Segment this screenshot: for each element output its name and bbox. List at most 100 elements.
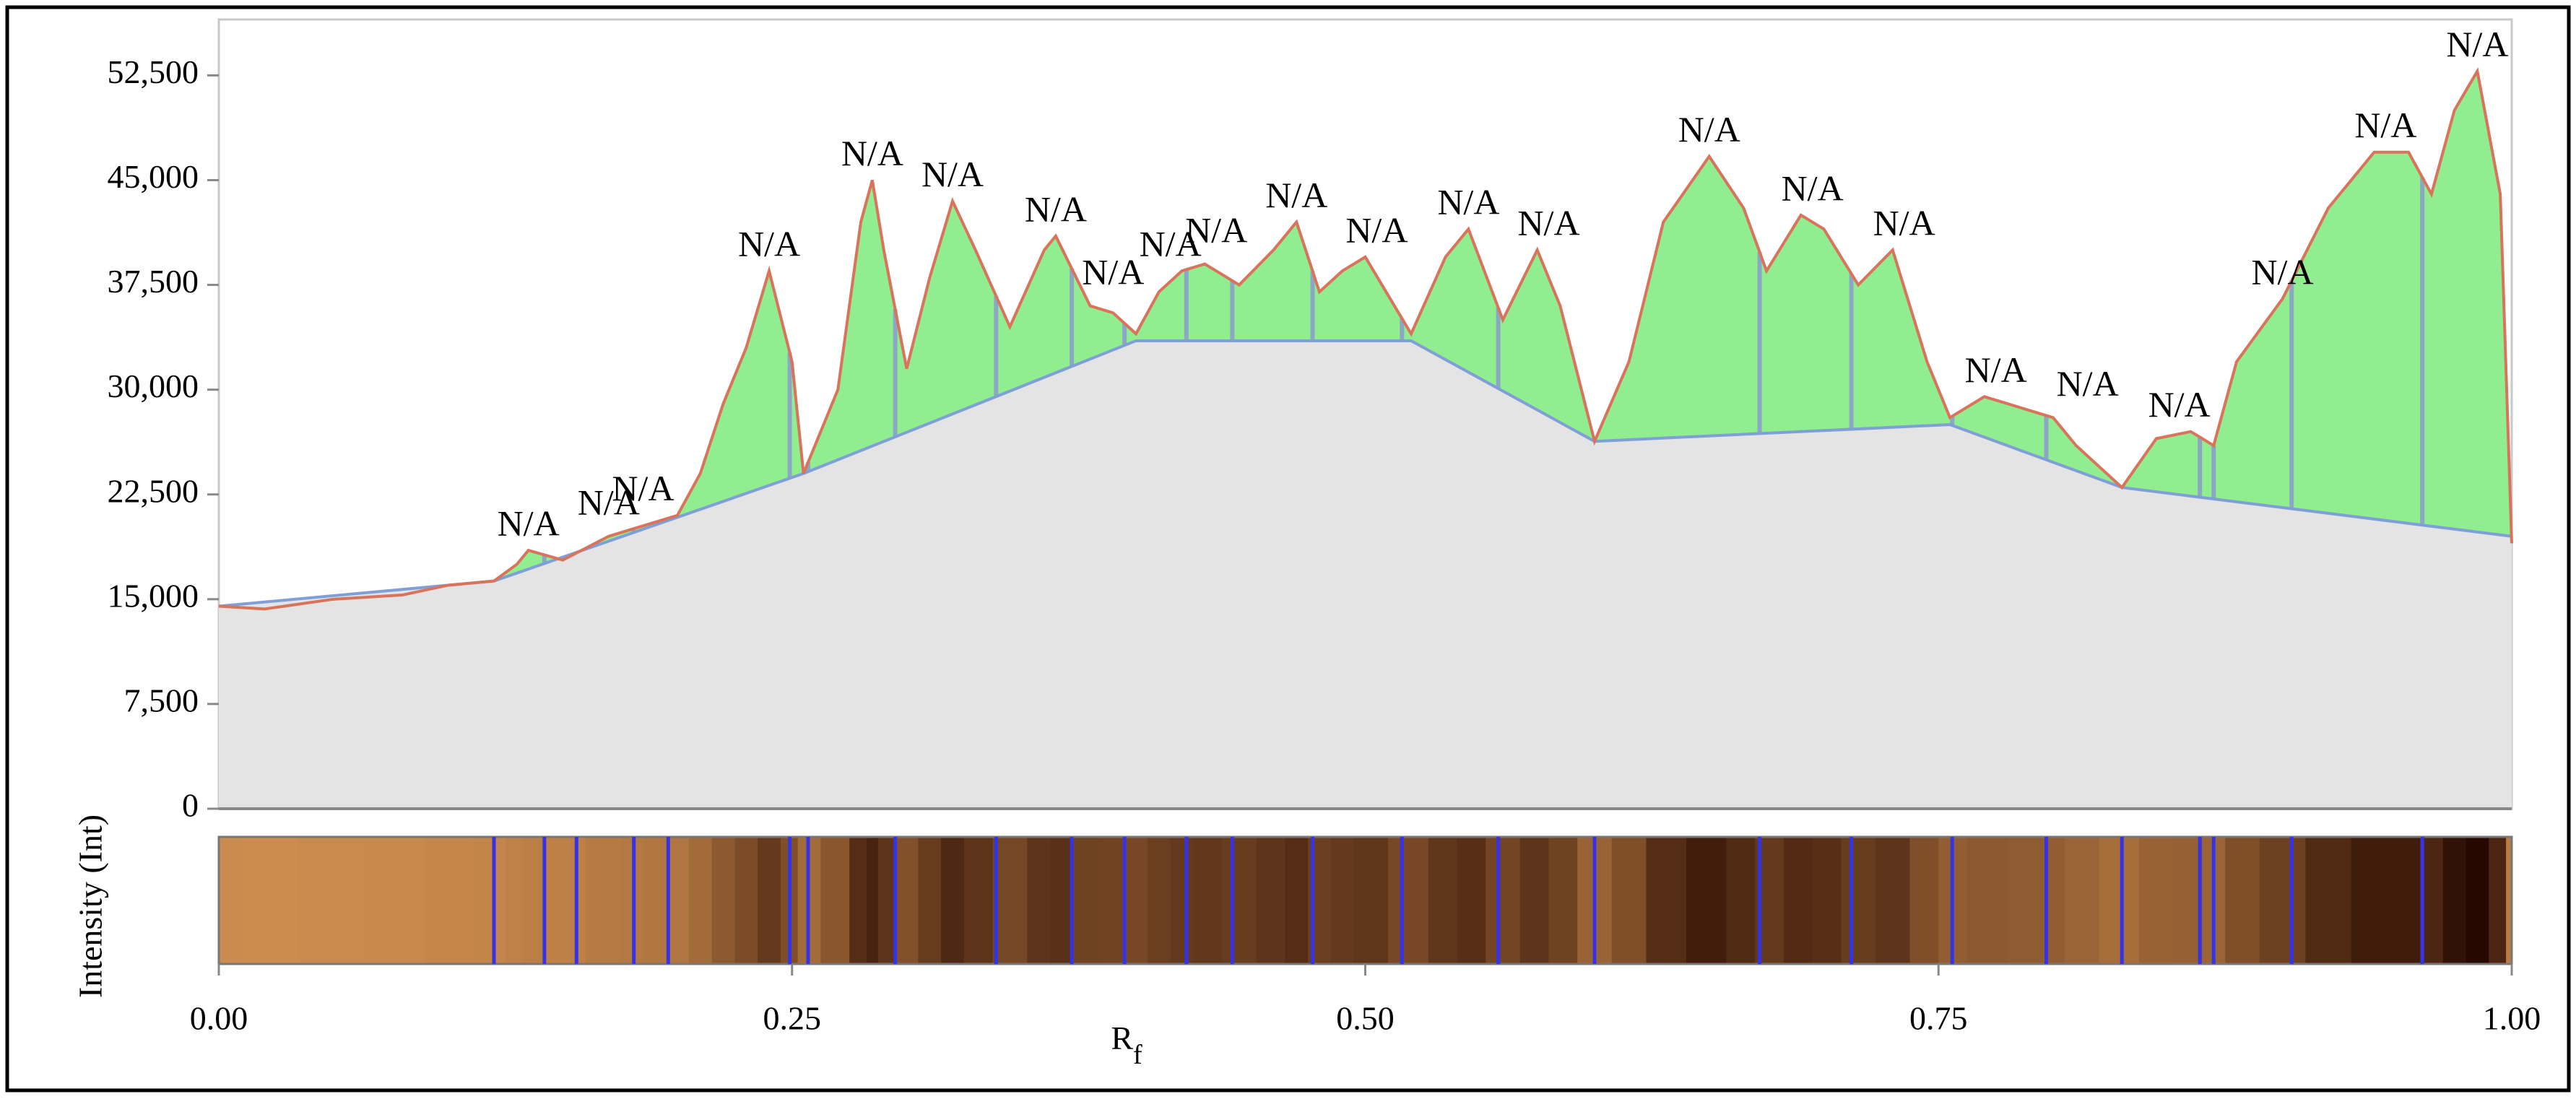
lane-band (1193, 837, 1223, 964)
lane-band (1875, 837, 1911, 964)
x-axis-label: Rf (1111, 1020, 1142, 1070)
peak-label: N/A (1265, 175, 1327, 215)
lane-band (545, 837, 586, 964)
y-tick-label: 15,000 (108, 577, 199, 614)
lane-band (1049, 837, 1074, 964)
lane-band (1486, 837, 1521, 964)
x-axis-label-main: R (1111, 1020, 1133, 1056)
lane-band (1101, 837, 1125, 964)
y-tick-label: 22,500 (108, 472, 199, 509)
y-tick-label: 52,500 (108, 53, 199, 90)
peak-label: N/A (2148, 384, 2211, 425)
y-tick-label: 0 (182, 787, 199, 824)
peak-label: N/A (1678, 109, 1740, 149)
lane-band (1285, 837, 1309, 964)
lane-band (1256, 837, 1286, 964)
lane-band (1611, 837, 1647, 964)
lane-band (2391, 837, 2421, 964)
lane-band (1330, 837, 1355, 964)
lane-band (1222, 837, 1257, 964)
lane-band (425, 837, 472, 964)
lane-band (1428, 837, 1458, 964)
y-tick-label: 7,500 (124, 682, 199, 718)
y-axis-label: Intensity (Int) (72, 815, 109, 998)
x-tick-label: 0.00 (190, 1000, 248, 1037)
baseline-area (219, 340, 2512, 809)
lane-band (1519, 837, 1550, 964)
peak-label: N/A (1965, 349, 2027, 390)
lane-band (1966, 837, 2008, 964)
x-tick-label: 1.00 (2483, 1000, 2541, 1037)
peak-label: N/A (1517, 203, 1579, 243)
lane-band (711, 837, 736, 964)
lane-band (2173, 837, 2203, 964)
lane-band (620, 837, 644, 964)
lane-band (866, 837, 879, 964)
lane-band (941, 837, 965, 964)
lane-band (1388, 837, 1429, 964)
lane-band (2139, 837, 2174, 964)
peak-label: N/A (1345, 209, 1408, 250)
lane-band (1646, 837, 1687, 964)
lane-band (643, 837, 667, 964)
lane-band (963, 837, 994, 964)
lane-band (299, 837, 369, 964)
peak-label: N/A (921, 154, 984, 194)
peak-label: N/A (841, 133, 903, 173)
lane-band (2305, 837, 2352, 964)
x-axis-label-sub: f (1133, 1040, 1142, 1070)
lane-band (1548, 837, 1578, 964)
lane-band (992, 837, 1028, 964)
lane-band (1170, 837, 1194, 964)
lane-band (2489, 837, 2507, 964)
lane-band (471, 837, 506, 964)
lane-band (1812, 837, 1842, 964)
y-tick-label: 30,000 (108, 368, 199, 404)
lane-band (2259, 837, 2307, 964)
baseline-line (218, 339, 2512, 608)
lane-band (2506, 837, 2512, 964)
lane-band (1147, 837, 1171, 964)
lane-band (2099, 837, 2140, 964)
lane-band (1686, 837, 1727, 964)
peak-label: N/A (2446, 24, 2508, 64)
lane-band (849, 837, 867, 964)
lane-band (2351, 837, 2393, 964)
x-tick-label: 0.75 (1909, 1000, 1968, 1037)
lane-band (1841, 837, 1876, 964)
y-tick-label: 45,000 (108, 158, 199, 195)
peak-label: N/A (2057, 363, 2119, 404)
lane-band (219, 837, 243, 964)
peak-label: N/A (498, 503, 560, 544)
peak-label: N/A (1437, 182, 1499, 222)
lane-band (1124, 837, 1148, 964)
lane-band (1457, 837, 1486, 964)
lane-band (688, 837, 713, 964)
peak-label: N/A (1782, 168, 1844, 208)
peak-label: N/A (612, 468, 674, 508)
peak-label: N/A (738, 224, 800, 264)
lane-band (758, 837, 781, 964)
lane-band (1353, 837, 1389, 964)
lane-band (586, 837, 621, 964)
lane-band (1726, 837, 1756, 964)
lane-band (1072, 837, 1103, 964)
lane-band (368, 837, 426, 964)
peak-label: N/A (2251, 251, 2313, 292)
lane-band (895, 837, 919, 964)
lane-band (505, 837, 524, 964)
lane-band (241, 837, 300, 964)
peak-label: N/A (2354, 105, 2416, 145)
lane-band (2225, 837, 2260, 964)
profile-line (218, 66, 2513, 611)
y-tick-label: 37,500 (108, 263, 199, 300)
lane-band (1783, 837, 1813, 964)
peak-label: N/A (1140, 224, 1202, 264)
peak-label: N/A (1873, 203, 1935, 243)
lane-band (734, 837, 758, 964)
peak-label: N/A (578, 482, 640, 523)
lane-band (918, 837, 942, 964)
peak-label: N/A (1185, 209, 1247, 250)
lane-band (820, 837, 850, 964)
